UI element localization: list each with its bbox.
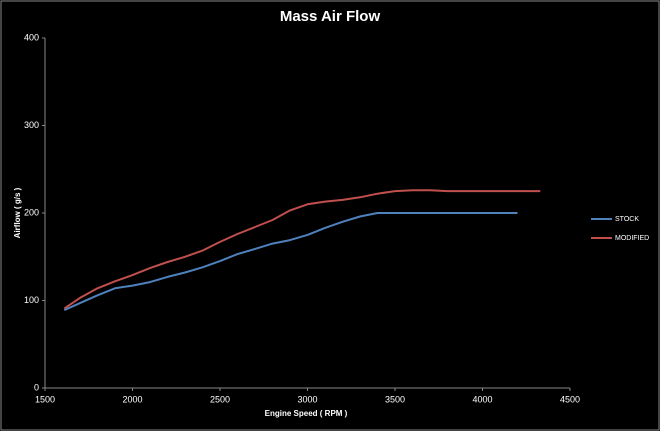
series-line <box>63 212 518 312</box>
legend-label: STOCK <box>615 216 639 223</box>
x-tick-label: 2000 <box>122 394 142 404</box>
y-tick-label: 200 <box>24 207 39 217</box>
x-tick-label: 2500 <box>210 394 230 404</box>
x-tick-label: 3500 <box>385 394 405 404</box>
y-tick-label: 300 <box>24 120 39 130</box>
x-tick-label: 1500 <box>35 394 55 404</box>
y-tick-label: 100 <box>24 295 39 305</box>
chart-title: Mass Air Flow <box>280 8 381 25</box>
y-axis-label: Airflow ( g/s ) <box>13 187 22 238</box>
x-axis-label: Engine Speed ( RPM ) <box>265 409 348 418</box>
y-tick-label: 400 <box>24 32 39 42</box>
x-tick-label: 4500 <box>560 394 580 404</box>
x-tick-label: 3000 <box>297 394 317 404</box>
series-line <box>63 189 541 310</box>
y-tick-label: 0 <box>34 382 39 392</box>
legend-label: MODIFIED <box>615 235 649 242</box>
x-tick-label: 4000 <box>472 394 492 404</box>
